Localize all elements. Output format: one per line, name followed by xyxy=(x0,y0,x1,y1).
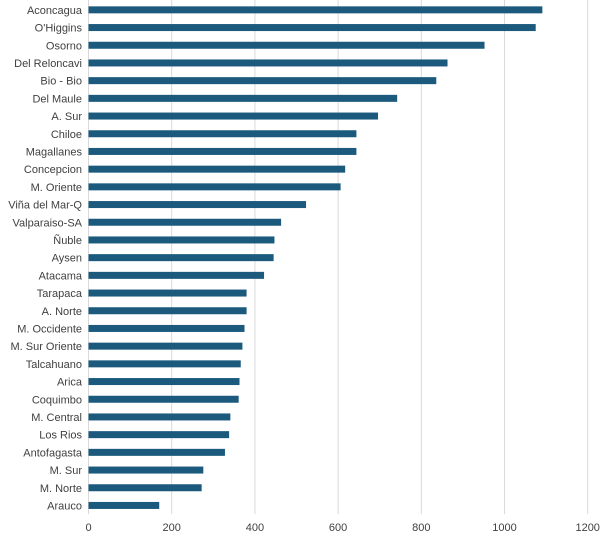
bar xyxy=(88,431,230,439)
category-label: Aconcagua xyxy=(27,5,83,17)
category-label: M. Sur Oriente xyxy=(10,341,82,353)
category-label: Los Rios xyxy=(39,430,82,442)
bar xyxy=(88,130,357,138)
bar xyxy=(88,41,485,49)
bar xyxy=(88,59,448,67)
category-label: Arauco xyxy=(47,500,82,512)
category-label: Coquimbo xyxy=(32,394,82,406)
x-tick-label: 1000 xyxy=(492,522,516,534)
bar xyxy=(88,112,379,120)
bar xyxy=(88,6,543,14)
bar xyxy=(88,201,307,209)
category-label: Osorno xyxy=(46,40,82,52)
category-label: M. Oriente xyxy=(31,182,82,194)
x-tick-label: 200 xyxy=(163,522,181,534)
category-label: Atacama xyxy=(39,270,83,282)
category-label: A. Sur xyxy=(51,111,82,123)
category-label: M. Sur xyxy=(50,465,83,477)
bar xyxy=(88,271,265,279)
bar xyxy=(88,77,437,85)
bar xyxy=(88,360,241,368)
x-tick-label: 1200 xyxy=(575,522,599,534)
bar xyxy=(88,218,282,226)
category-label: Tarapaca xyxy=(37,288,83,300)
category-label: M. Central xyxy=(31,412,82,424)
category-label: Valparaiso-SA xyxy=(13,217,83,229)
category-label: Arica xyxy=(57,377,83,389)
category-label: Antofagasta xyxy=(23,447,83,459)
bar xyxy=(88,378,240,386)
category-label: Bio - Bio xyxy=(40,76,82,88)
category-label: M. Occidente xyxy=(17,323,82,335)
bar xyxy=(88,183,341,191)
bar xyxy=(88,342,243,350)
x-tick-label: 600 xyxy=(329,522,347,534)
bar xyxy=(88,413,231,421)
bar xyxy=(88,165,346,173)
bar xyxy=(88,24,536,32)
category-label: Aysen xyxy=(52,253,82,265)
category-label: Concepcion xyxy=(24,164,82,176)
category-label: M. Norte xyxy=(40,483,82,495)
x-tick-label: 800 xyxy=(412,522,430,534)
bar xyxy=(88,395,239,403)
category-label: Talcahuano xyxy=(26,359,82,371)
category-label: Chiloe xyxy=(51,129,82,141)
bar xyxy=(88,94,398,102)
category-label: Ñuble xyxy=(53,234,82,247)
bar xyxy=(88,501,160,509)
x-tick-label: 400 xyxy=(246,522,264,534)
bar xyxy=(88,147,357,155)
bar xyxy=(88,289,247,297)
category-label: Magallanes xyxy=(26,146,83,158)
category-label: Del Reloncavi xyxy=(14,58,82,70)
category-label: Del Maule xyxy=(32,93,82,105)
bar xyxy=(88,448,225,456)
category-label: Viña del Mar-Q xyxy=(8,200,82,212)
category-label: A. Norte xyxy=(42,306,82,318)
bar xyxy=(88,254,274,262)
bar xyxy=(88,307,247,315)
bar xyxy=(88,236,275,244)
bar xyxy=(88,466,204,474)
bar xyxy=(88,484,202,492)
x-tick-label: 0 xyxy=(85,522,91,534)
category-label: O'Higgins xyxy=(35,23,83,35)
bar xyxy=(88,324,245,332)
